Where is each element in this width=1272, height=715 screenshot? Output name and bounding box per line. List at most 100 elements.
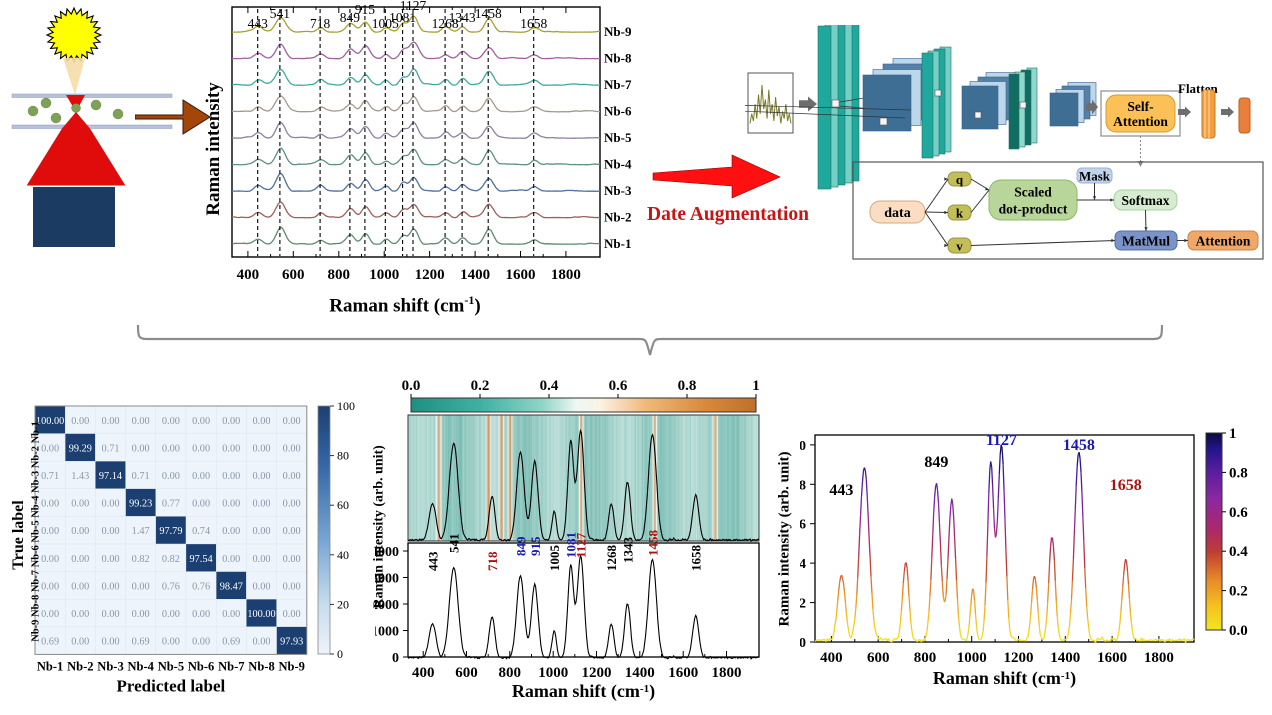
svg-text:97.79: 97.79 [159,526,182,537]
svg-text:0.71: 0.71 [132,471,150,482]
svg-text:1800: 1800 [551,267,581,283]
svg-text:Nb-3: Nb-3 [97,659,123,673]
svg-text:dot-product: dot-product [999,202,1068,217]
svg-text:915: 915 [355,2,376,17]
svg-text:Nb-2: Nb-2 [604,210,631,225]
svg-text:0.6: 0.6 [609,378,628,394]
svg-text:0.00: 0.00 [283,471,301,482]
svg-text:0.00: 0.00 [283,499,301,510]
svg-text:1200: 1200 [582,665,612,681]
svg-text:0.00: 0.00 [222,526,240,537]
svg-text:0.0: 0.0 [402,378,421,394]
svg-text:0.00: 0.00 [41,609,59,620]
svg-text:0.71: 0.71 [101,443,119,454]
svg-text:1400: 1400 [1050,650,1080,666]
svg-text:541: 541 [447,534,462,554]
svg-text:0.00: 0.00 [283,443,301,454]
svg-text:0.4: 0.4 [800,557,806,572]
svg-text:1: 1 [1229,426,1237,442]
svg-text:0.00: 0.00 [222,443,240,454]
svg-text:Nb-1: Nb-1 [604,236,631,251]
svg-text:0.00: 0.00 [222,499,240,510]
svg-text:600: 600 [282,267,305,283]
svg-text:0.2: 0.2 [471,378,490,394]
svg-text:Nb-6: Nb-6 [604,104,632,119]
svg-text:0.2: 0.2 [1229,584,1248,600]
svg-text:Softmax: Softmax [1122,193,1170,208]
svg-text:0.00: 0.00 [41,443,59,454]
svg-text:60: 60 [337,498,349,512]
svg-text:Nb-1: Nb-1 [37,659,63,673]
svg-text:1658: 1658 [1110,477,1142,494]
svg-text:0.00: 0.00 [192,416,210,427]
svg-text:1458: 1458 [475,6,502,21]
svg-text:1127: 1127 [986,432,1017,449]
svg-text:Nb-8: Nb-8 [248,659,274,673]
svg-text:0.6: 0.6 [800,518,806,533]
svg-text:0.00: 0.00 [71,526,89,537]
svg-text:0.00: 0.00 [132,416,150,427]
svg-text:0.00: 0.00 [101,554,119,565]
svg-text:v: v [956,239,963,254]
svg-text:0.00: 0.00 [252,554,270,565]
svg-text:1000: 1000 [538,665,568,681]
svg-text:Scaled: Scaled [1014,185,1052,200]
svg-text:0.8: 0.8 [800,478,806,493]
svg-text:0.00: 0.00 [192,471,210,482]
svg-text:0.00: 0.00 [162,416,180,427]
svg-text:0.0: 0.0 [800,636,806,651]
svg-text:0.00: 0.00 [252,471,270,482]
svg-text:0.82: 0.82 [132,554,150,565]
svg-text:0.00: 0.00 [162,609,180,620]
svg-text:0.00: 0.00 [162,443,180,454]
svg-text:0.6: 0.6 [1229,505,1248,521]
svg-text:Nb-7: Nb-7 [604,77,632,92]
svg-text:443: 443 [829,482,853,499]
svg-text:0.00: 0.00 [71,554,89,565]
svg-text:99.23: 99.23 [129,499,152,510]
svg-text:0.71: 0.71 [41,471,59,482]
svg-text:0.00: 0.00 [252,416,270,427]
svg-text:q: q [956,172,964,187]
svg-text:0.76: 0.76 [162,581,180,592]
svg-text:0.00: 0.00 [41,581,59,592]
svg-text:0.00: 0.00 [162,471,180,482]
svg-text:Raman shift (cm-1): Raman shift (cm-1) [933,668,1076,689]
svg-text:0.00: 0.00 [283,609,301,620]
svg-text:0: 0 [392,651,399,666]
svg-text:718: 718 [485,551,500,571]
svg-text:0.8: 0.8 [678,378,697,394]
svg-text:Attention: Attention [1196,234,1251,249]
svg-text:1005: 1005 [547,545,562,572]
svg-text:400: 400 [237,267,260,283]
svg-text:1343: 1343 [621,537,636,564]
svg-text:0.69: 0.69 [222,637,240,648]
svg-text:1600: 1600 [668,665,698,681]
svg-text:Nb-4: Nb-4 [127,659,154,673]
svg-text:Nb-8: Nb-8 [604,51,632,66]
svg-text:Raman shift (cm-1): Raman shift (cm-1) [512,681,655,702]
svg-text:0.00: 0.00 [283,581,301,592]
svg-text:443: 443 [426,551,441,571]
svg-text:1343: 1343 [449,10,476,25]
svg-text:0: 0 [337,647,343,661]
svg-text:849: 849 [513,536,528,556]
svg-text:0.00: 0.00 [101,609,119,620]
svg-text:0.00: 0.00 [101,499,119,510]
svg-text:0.77: 0.77 [162,499,180,510]
svg-text:97.14: 97.14 [99,471,122,482]
svg-text:0.00: 0.00 [41,554,59,565]
svg-text:1.0: 1.0 [800,439,806,454]
svg-text:400: 400 [820,650,843,666]
svg-text:400: 400 [412,665,435,681]
svg-text:0.00: 0.00 [71,499,89,510]
svg-text:1: 1 [752,378,760,394]
svg-text:0.82: 0.82 [162,554,180,565]
svg-text:data: data [884,206,910,221]
svg-text:1.43: 1.43 [71,471,89,482]
svg-text:Nb-3: Nb-3 [604,183,632,198]
svg-text:0.00: 0.00 [162,637,180,648]
svg-text:0.69: 0.69 [41,637,59,648]
svg-text:0.00: 0.00 [252,499,270,510]
svg-text:1658: 1658 [689,545,704,572]
